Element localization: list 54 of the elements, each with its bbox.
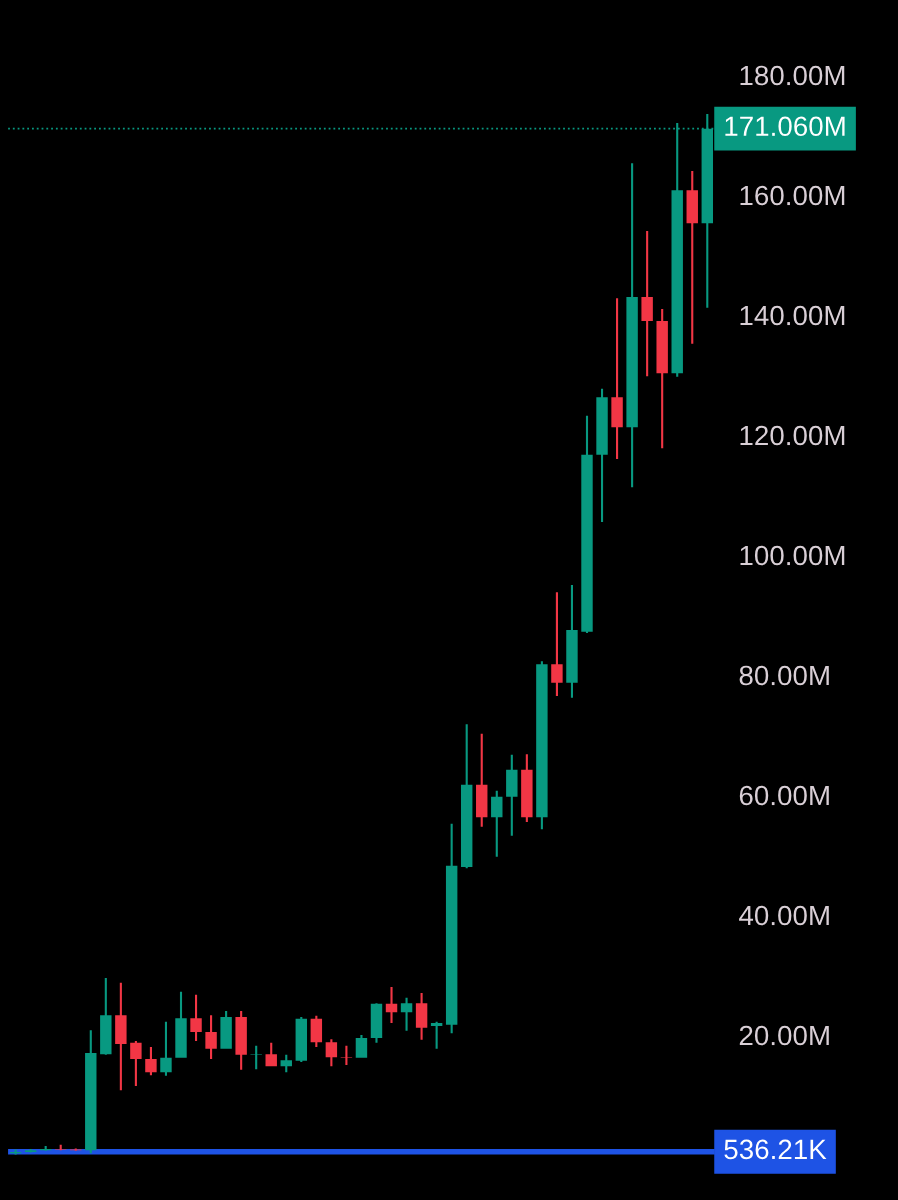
y-tick-label: 100.00M (740, 545, 845, 566)
candlestick (491, 790, 503, 857)
y-tick-label: 20.00M (739, 1025, 829, 1046)
candlestick (656, 309, 668, 449)
candlestick (235, 1011, 247, 1070)
candlestick (39, 1146, 52, 1151)
candlestick (280, 1054, 292, 1073)
candlestick (506, 754, 518, 836)
candlestick (430, 1021, 443, 1049)
candlestick (355, 1035, 368, 1058)
candlestick (295, 1017, 308, 1062)
candlestick (24, 1149, 37, 1153)
candlestick (566, 585, 578, 698)
candlestick (536, 661, 548, 830)
candlestick (250, 1045, 262, 1070)
candlestick (415, 993, 428, 1040)
y-tick-label: 180.00M (740, 65, 845, 86)
ref-line-label: 171.060M (725, 116, 845, 137)
candlestick (370, 1003, 383, 1043)
y-tick-label: 80.00M (739, 665, 829, 686)
candlestick (340, 1045, 353, 1065)
candlestick (445, 823, 458, 1034)
y-tick-label: 40.00M (739, 905, 829, 926)
candlestick (190, 994, 202, 1041)
candlestick (55, 1144, 67, 1151)
candlestick (641, 231, 653, 377)
candlestick (205, 1015, 217, 1059)
ref-line-label: 536.21K (724, 1139, 827, 1160)
y-tick-label: 160.00M (740, 185, 845, 206)
candlestick (400, 997, 413, 1031)
candlestick (115, 982, 127, 1091)
candlestick (145, 1047, 157, 1076)
candlestick (476, 733, 488, 827)
candlestick (325, 1039, 338, 1067)
candlestick (220, 1011, 232, 1049)
candlestick (100, 978, 112, 1055)
candlestick (521, 754, 533, 822)
candlestick (160, 1021, 172, 1076)
y-tick-label: 140.00M (740, 305, 845, 326)
candlestick (310, 1015, 323, 1047)
candlestick (611, 298, 623, 459)
candlestick (581, 415, 593, 633)
candlestick (130, 1041, 142, 1086)
candlestick (551, 592, 563, 696)
candlestick (385, 987, 398, 1023)
y-tick-label: 60.00M (739, 785, 829, 806)
candlestick (175, 991, 187, 1058)
candlestick (460, 724, 473, 869)
candlestick (626, 163, 638, 488)
y-tick-label: 120.00M (740, 425, 845, 446)
candlestick (596, 388, 608, 522)
candlestick (265, 1042, 277, 1067)
candlestick (85, 1030, 97, 1154)
candlestick (686, 171, 698, 344)
